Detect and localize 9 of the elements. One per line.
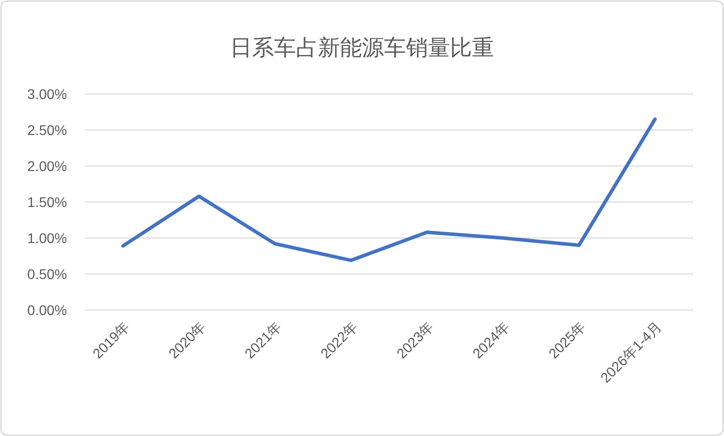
y-tick-label: 3.00% — [27, 86, 67, 102]
y-tick-label: 1.50% — [27, 194, 67, 210]
y-tick-label: 0.00% — [27, 302, 67, 318]
y-tick-label: 2.50% — [27, 122, 67, 138]
line-series — [121, 117, 657, 262]
y-tick-label: 0.50% — [27, 266, 67, 282]
y-tick-label: 1.00% — [27, 230, 67, 246]
chart-title: 日系车占新能源车销量比重 — [230, 35, 494, 60]
y-tick-label: 2.00% — [27, 158, 67, 174]
